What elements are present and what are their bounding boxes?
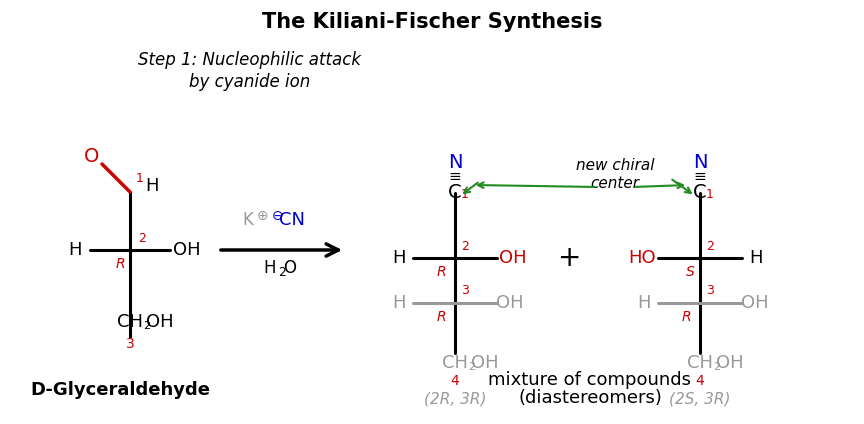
Text: 2: 2 xyxy=(468,362,475,372)
Text: OH: OH xyxy=(716,354,744,372)
Text: by cyanide ion: by cyanide ion xyxy=(189,73,311,91)
Text: 4: 4 xyxy=(451,374,460,388)
Text: S: S xyxy=(686,265,695,279)
Text: N: N xyxy=(693,153,708,173)
Text: H: H xyxy=(68,241,82,259)
Text: H: H xyxy=(264,259,276,277)
Text: 2: 2 xyxy=(706,240,714,253)
Text: CH: CH xyxy=(442,354,468,372)
Text: 3: 3 xyxy=(706,285,714,298)
Text: 2: 2 xyxy=(714,362,721,372)
Text: The Kiliani-Fischer Synthesis: The Kiliani-Fischer Synthesis xyxy=(262,12,602,32)
Text: OH: OH xyxy=(741,294,769,312)
Text: R: R xyxy=(436,265,446,279)
Text: Step 1: Nucleophilic attack: Step 1: Nucleophilic attack xyxy=(138,51,361,69)
Text: O: O xyxy=(85,147,99,165)
Text: ≡: ≡ xyxy=(448,170,461,184)
Text: 4: 4 xyxy=(696,374,704,388)
Text: 1: 1 xyxy=(461,189,469,201)
Text: 1: 1 xyxy=(136,171,144,184)
Text: ≡: ≡ xyxy=(694,170,707,184)
Text: OH: OH xyxy=(499,249,527,267)
Text: H: H xyxy=(392,249,406,267)
Text: mixture of compounds: mixture of compounds xyxy=(488,371,691,389)
Text: 2: 2 xyxy=(461,240,469,253)
Text: ⊕: ⊕ xyxy=(257,209,269,223)
Text: 2: 2 xyxy=(278,265,286,279)
Text: C: C xyxy=(448,184,462,203)
Text: 3: 3 xyxy=(125,337,135,351)
Text: 1: 1 xyxy=(706,189,714,201)
Text: CN: CN xyxy=(279,211,305,229)
Text: OH: OH xyxy=(146,313,174,331)
Text: (2S, 3R): (2S, 3R) xyxy=(670,391,731,407)
Text: R: R xyxy=(115,257,124,271)
Text: new chiral: new chiral xyxy=(575,157,654,173)
Text: N: N xyxy=(448,153,462,173)
Text: 2: 2 xyxy=(138,232,146,245)
Text: 3: 3 xyxy=(461,285,469,298)
Text: R: R xyxy=(681,310,691,324)
Text: K: K xyxy=(243,211,253,229)
Text: H: H xyxy=(749,249,763,267)
Text: CH: CH xyxy=(687,354,713,372)
Text: H: H xyxy=(638,294,651,312)
Text: R: R xyxy=(436,310,446,324)
Text: H: H xyxy=(392,294,406,312)
Text: C: C xyxy=(693,184,707,203)
Text: OH: OH xyxy=(471,354,499,372)
Text: OH: OH xyxy=(496,294,524,312)
Text: HO: HO xyxy=(628,249,656,267)
Text: (2R, 3R): (2R, 3R) xyxy=(423,391,486,407)
Text: CH: CH xyxy=(117,313,143,331)
Text: OH: OH xyxy=(173,241,200,259)
Text: D-Glyceraldehyde: D-Glyceraldehyde xyxy=(30,381,210,399)
Text: +: + xyxy=(558,244,581,272)
Text: O: O xyxy=(283,259,296,277)
Text: (diastereomers): (diastereomers) xyxy=(518,389,662,407)
Text: 2: 2 xyxy=(143,321,150,331)
Text: center: center xyxy=(590,176,639,190)
Text: H: H xyxy=(145,177,159,195)
Text: ⊖: ⊖ xyxy=(272,209,283,223)
